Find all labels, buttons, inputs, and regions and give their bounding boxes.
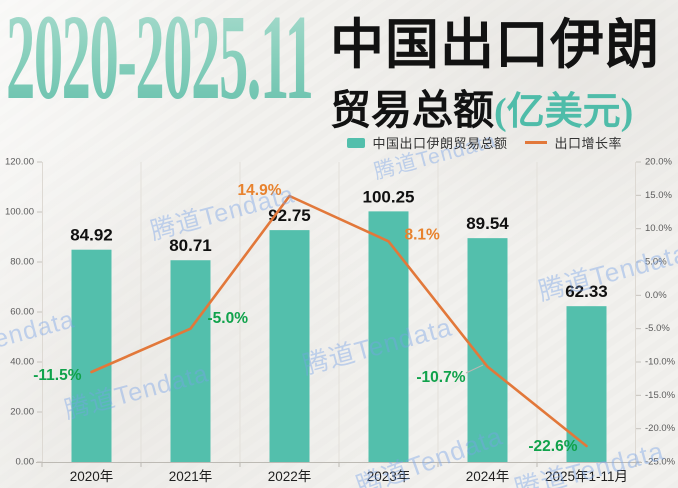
legend-label: 出口增长率 xyxy=(554,136,622,151)
right-axis-tick-label: -25.0% xyxy=(645,457,676,468)
growth-rate-label: -10.7% xyxy=(416,369,465,386)
growth-line xyxy=(90,194,588,448)
left-axis-tick-label: 0.00 xyxy=(16,457,35,468)
right-axis-tick-label: 10.0% xyxy=(645,223,672,234)
chart-legend: 中国出口伊朗贸易总额 出口增长率 xyxy=(347,133,622,152)
bar xyxy=(269,230,310,462)
x-axis-category-label: 2025年1-11月 xyxy=(545,469,628,484)
bar xyxy=(368,211,409,462)
growth-rate-label: 8.1% xyxy=(405,226,441,243)
growth-rate-label: -22.6% xyxy=(528,438,577,455)
left-axis-tick-label: 80.00 xyxy=(10,257,34,268)
right-axis-tick-label: 20.0% xyxy=(645,157,672,168)
x-axis-category-label: 2020年 xyxy=(70,469,114,484)
bar-value-label: 84.92 xyxy=(70,226,113,245)
left-axis-tick-label: 120.00 xyxy=(5,157,34,168)
bar xyxy=(71,249,112,462)
left-axis-tick-label: 40.00 xyxy=(10,357,34,368)
left-axis-tick-label: 60.00 xyxy=(10,307,34,318)
annotation-leader-line xyxy=(465,364,484,374)
bar-value-label: 100.25 xyxy=(363,187,415,206)
title-main: 中国出口伊朗 xyxy=(330,15,660,75)
legend-line-swatch xyxy=(525,141,548,144)
left-axis-tick-label: 100.00 xyxy=(5,207,34,218)
right-axis-tick-label: 0.0% xyxy=(645,290,667,301)
right-axis-tick-label: 5.0% xyxy=(645,257,667,268)
right-axis-tick-label: 15.0% xyxy=(645,190,672,201)
bar-value-label: 62.33 xyxy=(565,282,608,301)
growth-rate-label: -5.0% xyxy=(208,310,249,327)
x-axis-category-label: 2023年 xyxy=(367,469,411,484)
legend-item-bar: 中国出口伊朗贸易总额 xyxy=(347,133,507,152)
right-axis-tick-label: -5.0% xyxy=(645,323,670,334)
title-period: 2020-2025.11 xyxy=(6,0,314,119)
growth-rate-label: -11.5% xyxy=(33,367,81,384)
left-axis-tick-label: 20.00 xyxy=(10,407,34,418)
right-axis-tick-label: -20.0% xyxy=(645,423,676,434)
growth-rate-label: 14.9% xyxy=(238,182,282,199)
right-axis-tick-label: -15.0% xyxy=(645,390,676,401)
x-axis-category-label: 2022年 xyxy=(268,469,312,484)
bar-value-label: 80.71 xyxy=(169,236,212,255)
title-block: 中国出口伊朗 贸易总额(亿美元) xyxy=(330,16,660,136)
bar-value-label: 89.54 xyxy=(466,214,509,233)
right-axis-tick-label: -10.0% xyxy=(645,357,676,368)
x-axis-category-label: 2021年 xyxy=(169,469,213,484)
bar xyxy=(170,260,211,462)
legend-item-line: 出口增长率 xyxy=(525,133,622,152)
x-axis-category-label: 2024年 xyxy=(466,469,510,484)
title-sub-row: 贸易总额(亿美元) xyxy=(330,76,660,136)
legend-label: 中国出口伊朗贸易总额 xyxy=(372,136,508,151)
title-sub: 贸易总额 xyxy=(330,87,494,134)
legend-bar-swatch xyxy=(347,137,366,148)
title-unit: (亿美元) xyxy=(494,91,634,134)
